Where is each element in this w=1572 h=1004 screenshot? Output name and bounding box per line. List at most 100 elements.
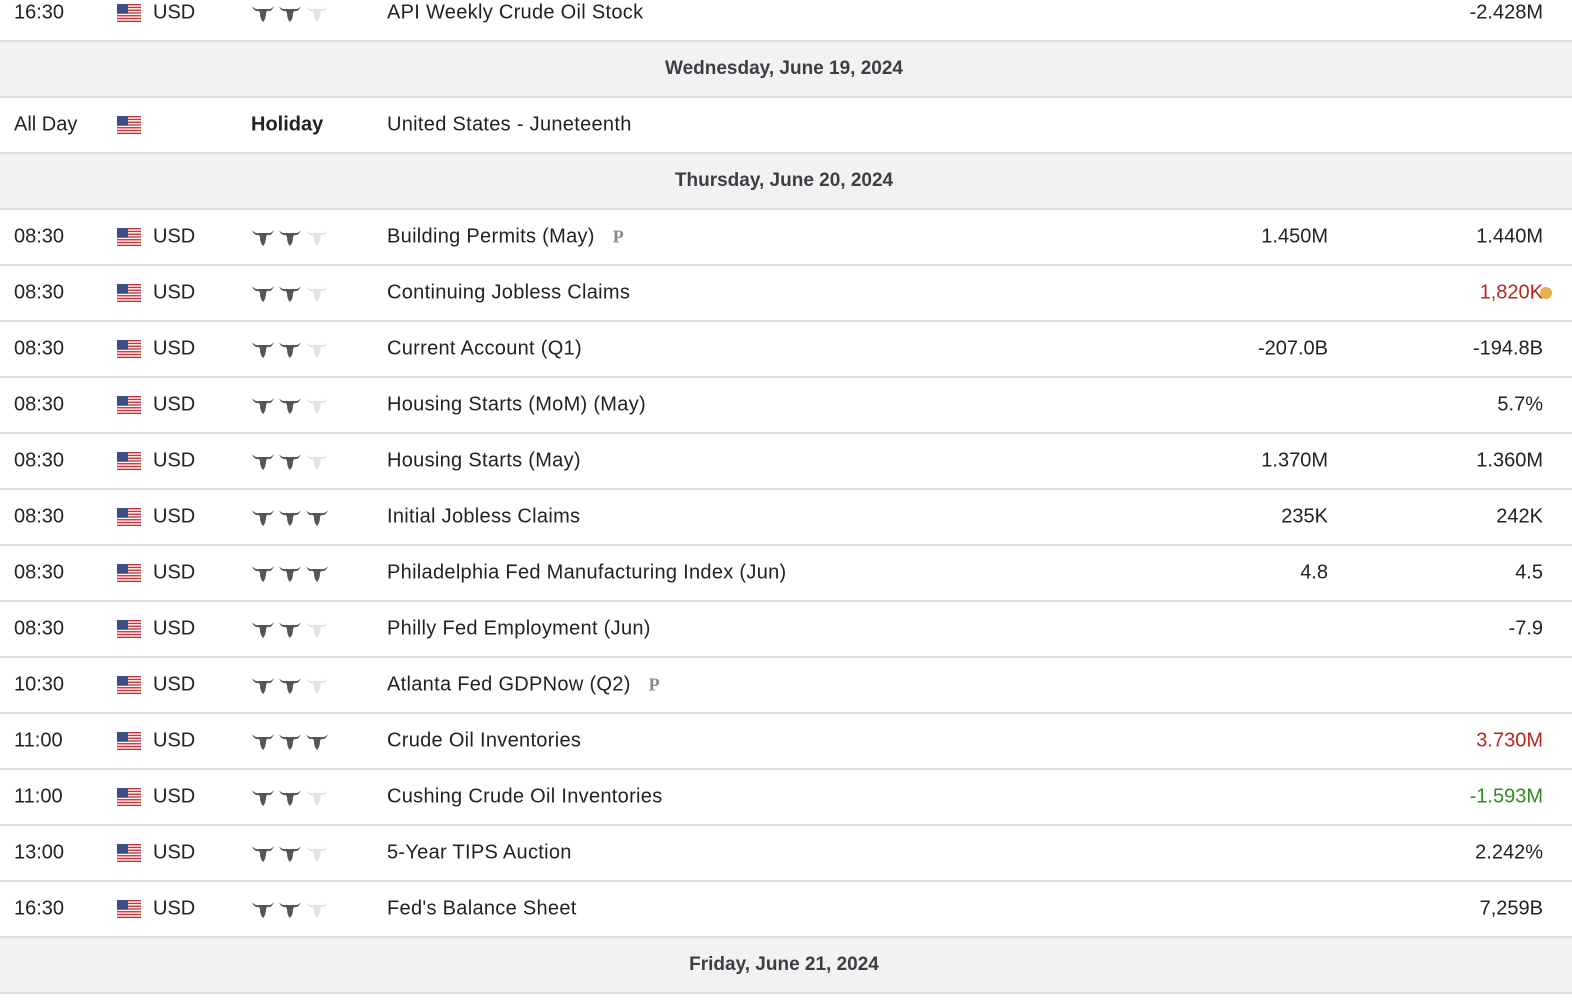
event-name: Crude Oil Inventories (387, 729, 582, 752)
bull-icon (306, 230, 328, 246)
flag-icon (117, 620, 141, 638)
date-label: Thursday, June 20, 2024 (674, 170, 894, 191)
time: 08:30 (14, 337, 65, 360)
event-name: Housing Starts (May) (387, 449, 581, 472)
bull-icon (306, 398, 328, 414)
bull-icon (279, 454, 301, 470)
currency: USD (153, 505, 196, 528)
bull-icon (252, 678, 274, 694)
currency: USD (153, 281, 196, 304)
currency: USD (153, 785, 196, 808)
event-name: Initial Jobless Claims (387, 505, 581, 528)
flag-icon (117, 788, 141, 806)
date-label: Friday, June 21, 2024 (689, 954, 879, 975)
time: 08:30 (14, 281, 65, 304)
bull-icon (279, 566, 301, 582)
bull-icon (306, 6, 328, 22)
event-row: 08:30 USD Housing Starts (May) 1.370M 1.360M (0, 434, 1572, 490)
bull-icon (252, 846, 274, 862)
bull-icon (252, 398, 274, 414)
event: Housing Starts (MoM) (May) (387, 394, 646, 417)
bull-icon (279, 846, 301, 862)
event: Crude Oil Inventories (387, 730, 581, 753)
importance (251, 899, 329, 919)
event-row: 08:30 USD Continuing Jobless Claims 1,820K (0, 266, 1572, 322)
event: United States - Juneteenth (387, 114, 632, 137)
currency: USD (153, 225, 196, 248)
currency: USD (153, 841, 196, 864)
time: All Day (14, 113, 78, 136)
event: Building Permits (May) P (387, 226, 624, 249)
event: Current Account (Q1) (387, 338, 582, 361)
bull-icon (306, 790, 328, 806)
date-header: Friday, June 21, 2024 (0, 938, 1572, 994)
event-row: 08:30 USD Current Account (Q1) -207.0B -194.… (0, 322, 1572, 378)
previous: 4.5 (1515, 561, 1543, 584)
event: Cushing Crude Oil Inventories (387, 786, 663, 809)
flag-icon (117, 396, 141, 414)
flag-icon (117, 844, 141, 862)
bull-icon (306, 902, 328, 918)
event: Continuing Jobless Claims (387, 282, 630, 305)
event-row: 10:30 USD Atlanta Fed GDPNow (Q2) P (0, 658, 1572, 714)
event-row: 08:30 USD Building Permits (May) P 1.450M 1.4… (0, 210, 1572, 266)
importance (251, 283, 329, 303)
time: 16:30 (14, 1, 65, 24)
currency: USD (153, 729, 196, 752)
currency: USD (153, 673, 196, 696)
currency: USD (153, 561, 196, 584)
bull-icon (306, 510, 328, 526)
flag-icon (117, 228, 141, 246)
currency: USD (153, 337, 196, 360)
bull-icon (306, 342, 328, 358)
date-label: Wednesday, June 19, 2024 (665, 58, 903, 79)
event-row: 08:30 USD Philly Fed Employment (Jun) -7.9 (0, 602, 1572, 658)
event-row: 11:00 USD Crude Oil Inventories 3.730M (0, 714, 1572, 770)
previous: 2.242% (1475, 841, 1543, 864)
event-row: 16:30 USD API Weekly Crude Oil Stock -2.428… (0, 0, 1572, 42)
currency: USD (153, 449, 196, 472)
bull-icon (252, 622, 274, 638)
revised-dot (1540, 287, 1552, 299)
time: 08:30 (14, 505, 65, 528)
importance (251, 787, 329, 807)
date-header: Wednesday, June 19, 2024 (0, 42, 1572, 98)
forecast: 235K (1281, 505, 1328, 528)
bull-icon (306, 454, 328, 470)
time: 11:00 (14, 729, 63, 752)
importance (251, 619, 329, 639)
date-header: Thursday, June 20, 2024 (0, 154, 1572, 210)
bull-icon (279, 230, 301, 246)
time: 08:30 (14, 225, 65, 248)
bull-icon (279, 622, 301, 638)
bull-icon (252, 286, 274, 302)
flag-icon (117, 900, 141, 918)
event-name: Philly Fed Employment (Jun) (387, 617, 651, 640)
flag-icon (117, 4, 141, 22)
bull-icon (279, 902, 301, 918)
event-name: Building Permits (May) (387, 225, 595, 248)
flag-icon (117, 676, 141, 694)
bull-icon (279, 6, 301, 22)
previous: 1,820K (1479, 281, 1543, 304)
preliminary-mark: P (612, 226, 625, 247)
event-row: 08:30 USD Philadelphia Fed Manufacturing I… (0, 546, 1572, 602)
bull-icon (252, 342, 274, 358)
previous: 7,259B (1479, 897, 1543, 920)
event-name: Current Account (Q1) (387, 337, 582, 360)
time: 08:30 (14, 561, 65, 584)
flag-icon (117, 564, 141, 582)
event-name: Atlanta Fed GDPNow (Q2) (387, 673, 631, 696)
event-row: All Day Holiday United States - Juneteenth (0, 98, 1572, 154)
event: Initial Jobless Claims (387, 506, 580, 529)
event-row: 08:30 USD Housing Starts (MoM) (May) 5.7% (0, 378, 1572, 434)
time: 08:30 (14, 449, 65, 472)
flag-icon (117, 452, 141, 470)
time: 08:30 (14, 393, 65, 416)
importance (251, 731, 329, 751)
bull-icon (306, 622, 328, 638)
event: Philadelphia Fed Manufacturing Index (Ju… (387, 562, 787, 585)
flag-icon (117, 508, 141, 526)
bull-icon (252, 902, 274, 918)
